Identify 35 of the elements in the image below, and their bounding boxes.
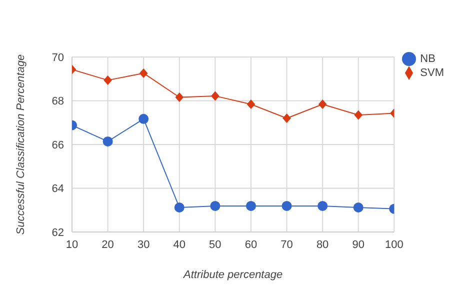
x-tick-label: 90 [352,238,364,251]
x-axis-title: Attribute percentage [182,269,283,281]
point [210,200,220,211]
x-tick-label: 50 [209,238,222,251]
x-tick-label: 20 [102,238,114,251]
x-tick-label: 40 [173,238,186,251]
x-tick-label: 100 [384,238,404,251]
point [282,200,292,211]
y-tick-label: 62 [52,226,64,239]
y-tick-label: 66 [52,139,64,152]
y-axis-title: Successful Classification Percentage [14,54,27,235]
x-tick-label: 80 [316,238,329,251]
point [140,68,148,78]
point [175,92,184,102]
y-tick-label: 64 [52,183,64,196]
point [354,110,362,120]
point [246,200,256,211]
point [211,91,220,100]
point [104,76,112,85]
y-tick-label: 68 [52,96,64,108]
point [318,100,327,109]
legend-label: SVM [420,66,444,79]
point [246,100,255,109]
y-tick-label: 70 [52,52,64,64]
point [282,114,291,123]
point [102,136,113,146]
point [318,200,328,211]
x-tick-label: 30 [137,238,150,251]
x-tick-label: 10 [66,238,78,251]
point [174,202,184,212]
x-tick-label: 60 [244,238,258,251]
point [138,114,149,124]
legend-label: NB [420,52,436,65]
point [353,202,364,212]
x-tick-label: 70 [280,238,293,251]
